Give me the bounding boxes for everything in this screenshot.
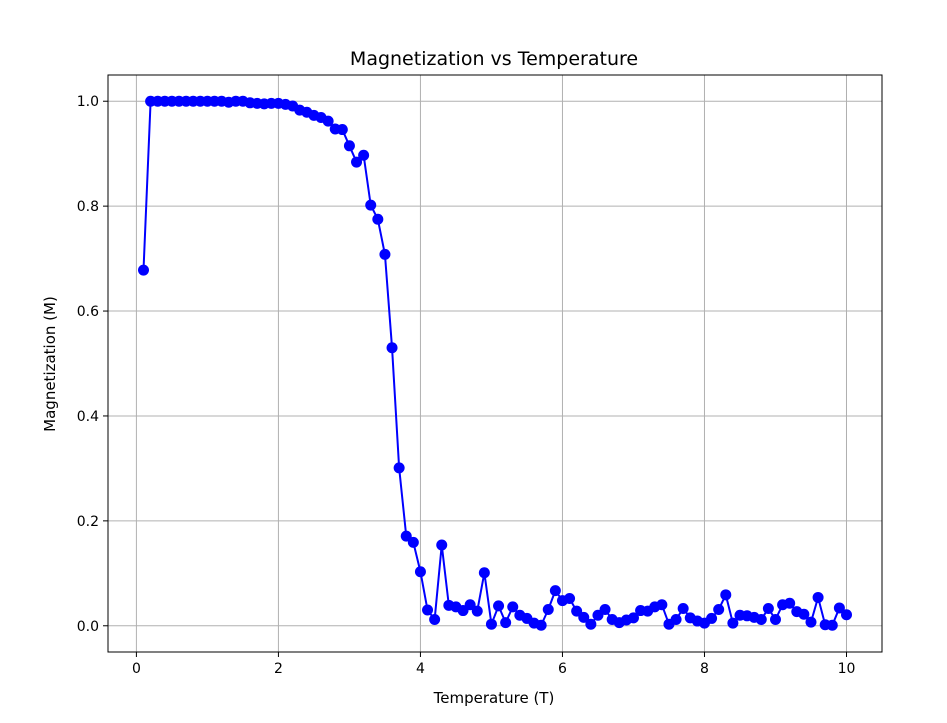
data-point <box>379 248 391 260</box>
data-point <box>542 604 554 616</box>
data-point <box>727 617 739 629</box>
data-point <box>627 612 639 624</box>
data-point <box>769 613 781 625</box>
data-point <box>798 608 810 620</box>
data-point <box>358 149 370 161</box>
data-point <box>386 342 398 354</box>
data-point <box>670 613 682 625</box>
data-point <box>372 213 384 225</box>
y-axis-label: Magnetization (M) <box>41 296 59 432</box>
data-point <box>578 611 590 623</box>
data-point <box>599 604 611 616</box>
data-point <box>826 619 838 631</box>
data-point <box>436 539 448 551</box>
y-tick-label: 0.0 <box>77 619 99 635</box>
data-point <box>400 530 412 542</box>
data-point <box>351 156 363 168</box>
data-point <box>500 617 512 629</box>
data-point <box>564 593 576 604</box>
data-point <box>833 602 845 614</box>
plot-frame <box>107 74 883 653</box>
x-tick-label: 2 <box>274 661 283 677</box>
x-tick-label: 4 <box>416 661 425 677</box>
data-point <box>720 589 732 601</box>
data-point <box>343 140 355 152</box>
data-point <box>414 566 426 578</box>
data-point <box>393 462 405 474</box>
data-point <box>471 605 483 617</box>
data-point <box>755 613 767 625</box>
data-point <box>585 618 597 630</box>
data-point <box>478 567 490 579</box>
data-point <box>571 605 583 617</box>
x-tick-label: 0 <box>132 661 141 677</box>
data-point <box>762 602 774 614</box>
data-series <box>138 95 852 631</box>
data-point <box>493 600 505 612</box>
data-point <box>549 585 561 597</box>
data-point <box>507 601 519 613</box>
data-point <box>429 613 441 625</box>
data-point <box>407 536 419 548</box>
data-point <box>677 602 689 614</box>
data-point <box>365 199 377 211</box>
x-axis-label: Temperature (T) <box>433 689 555 707</box>
y-tick-label: 0.8 <box>77 199 99 215</box>
data-point <box>784 597 796 609</box>
data-point <box>464 599 476 611</box>
data-point <box>841 609 852 621</box>
data-point <box>706 612 718 624</box>
data-point <box>322 115 334 127</box>
data-point <box>485 618 497 630</box>
data-point <box>656 599 668 611</box>
y-tick-label: 0.4 <box>77 409 99 425</box>
grid-lines <box>108 75 882 652</box>
y-tick-label: 0.6 <box>77 304 99 320</box>
x-tick-label: 10 <box>838 661 856 677</box>
axis-ticks: 0 2 4 6 8 10 0.0 0.2 0.4 0.6 0.8 1.0 <box>77 94 856 677</box>
x-tick-label: 8 <box>700 661 709 677</box>
y-tick-label: 1.0 <box>77 94 99 110</box>
x-tick-label: 6 <box>558 661 567 677</box>
data-point <box>812 591 824 603</box>
data-point <box>535 619 547 631</box>
chart-title: Magnetization vs Temperature <box>350 48 638 70</box>
data-point <box>713 604 725 616</box>
y-tick-label: 0.2 <box>77 514 99 530</box>
data-point <box>336 124 348 136</box>
data-point <box>138 264 149 276</box>
data-point <box>805 616 817 628</box>
data-point <box>422 604 434 616</box>
series-line <box>142 100 848 627</box>
